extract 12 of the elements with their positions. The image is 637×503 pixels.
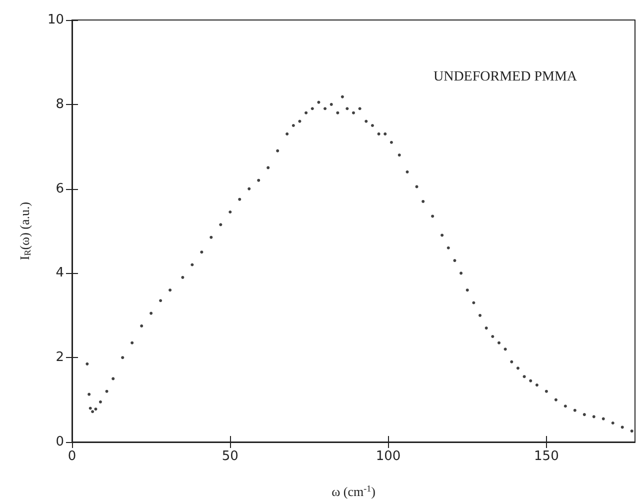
x-tick-label: 100 — [376, 449, 401, 464]
x-tick-label: 0 — [68, 449, 76, 464]
y-tick-label: 2 — [56, 350, 64, 366]
y-tick-label: 0 — [56, 434, 64, 450]
y-tick-label: 4 — [56, 266, 64, 281]
y-tick-label: 6 — [56, 181, 64, 196]
y-tick-label: 10 — [47, 12, 64, 28]
x-tick-label: 150 — [534, 449, 559, 464]
y-axis-title: IR(ω) (a.u.) — [17, 202, 32, 260]
x-tick-label: 50 — [222, 449, 238, 464]
y-tick-label: 8 — [56, 96, 64, 112]
annotation: UNDEFORMED PMMA — [433, 70, 578, 84]
